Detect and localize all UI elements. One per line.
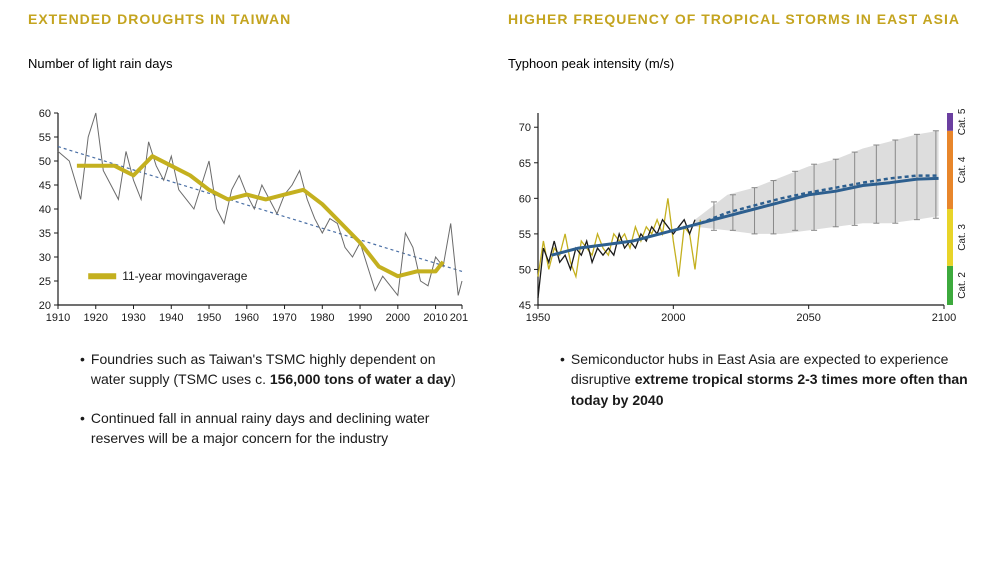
right-ylabel: Typhoon peak intensity (m/s)	[508, 56, 978, 71]
svg-text:1940: 1940	[159, 312, 183, 324]
svg-text:2000: 2000	[386, 312, 410, 324]
svg-text:40: 40	[39, 204, 51, 216]
svg-text:65: 65	[519, 158, 531, 170]
svg-text:1920: 1920	[84, 312, 108, 324]
svg-text:1950: 1950	[526, 312, 550, 324]
svg-text:Cat. 3: Cat. 3	[957, 224, 968, 251]
svg-text:60: 60	[519, 194, 531, 206]
svg-text:Cat. 5: Cat. 5	[957, 109, 968, 135]
svg-text:20: 20	[39, 300, 51, 312]
svg-text:30: 30	[39, 252, 51, 264]
left-title: EXTENDED DROUGHTS IN TAIWAN	[28, 10, 468, 28]
svg-text:25: 25	[39, 276, 51, 288]
right-bullets: •Semiconductor hubs in East Asia are exp…	[508, 349, 978, 410]
svg-text:1970: 1970	[272, 312, 296, 324]
svg-text:2000: 2000	[661, 312, 685, 324]
svg-text:50: 50	[519, 265, 531, 277]
svg-text:50: 50	[39, 156, 51, 168]
svg-text:2010: 2010	[423, 312, 447, 324]
svg-text:1950: 1950	[197, 312, 221, 324]
left-ylabel: Number of light rain days	[28, 56, 468, 71]
svg-text:2100: 2100	[932, 312, 956, 324]
svg-text:55: 55	[39, 132, 51, 144]
svg-text:1990: 1990	[348, 312, 372, 324]
svg-text:Cat. 2: Cat. 2	[957, 272, 968, 299]
svg-text:2050: 2050	[796, 312, 820, 324]
svg-text:2017: 2017	[450, 312, 468, 324]
right-title: HIGHER FREQUENCY OF TROPICAL STORMS IN E…	[508, 10, 978, 28]
svg-text:70: 70	[519, 122, 531, 134]
svg-text:35: 35	[39, 228, 51, 240]
svg-text:Cat. 4: Cat. 4	[957, 156, 968, 183]
right-chart: 45 50 55 60 65 70 1950 2000 2050 2100 Cat. 2 Cat. 3…	[508, 109, 978, 329]
svg-text:11-year movingaverage: 11-year movingaverage	[122, 269, 248, 283]
left-bullets: •Foundries such as Taiwan's TSMC highly …	[28, 349, 468, 448]
svg-text:1980: 1980	[310, 312, 334, 324]
left-chart: 20 25 30 35 40 45 50 55 60 1910 1920 1930 1940 1950 19…	[28, 109, 468, 329]
svg-text:1930: 1930	[121, 312, 145, 324]
svg-text:45: 45	[39, 180, 51, 192]
svg-text:45: 45	[519, 300, 531, 312]
svg-text:60: 60	[39, 109, 51, 120]
svg-text:1960: 1960	[235, 312, 259, 324]
svg-text:55: 55	[519, 229, 531, 241]
svg-text:1910: 1910	[46, 312, 70, 324]
